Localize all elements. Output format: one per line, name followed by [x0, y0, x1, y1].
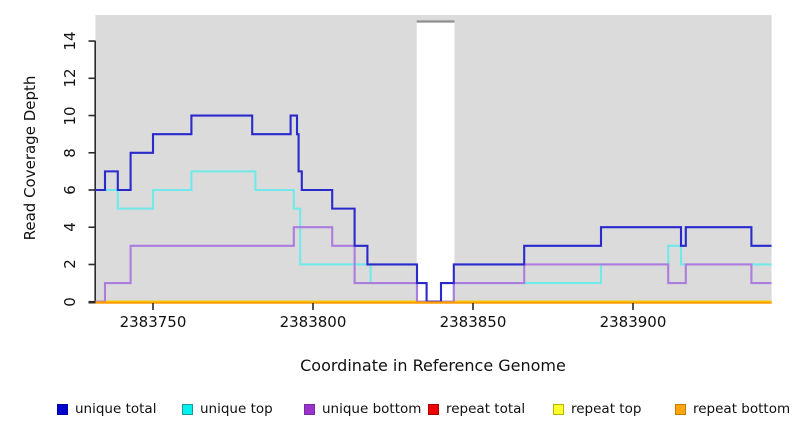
- legend-label: repeat total: [446, 401, 526, 417]
- y-tick-label: 0: [61, 296, 79, 307]
- y-tick-label: 14: [61, 31, 79, 51]
- legend-item-repeat-total: repeat total: [428, 401, 526, 417]
- legend-label: unique total: [75, 401, 157, 417]
- x-tick-label: 2383850: [439, 313, 507, 331]
- legend-item-unique-bottom: unique bottom: [304, 401, 422, 417]
- y-axis-title: Read Coverage Depth: [21, 75, 39, 241]
- series-line-unique-total: [95, 114, 772, 303]
- legend-item-repeat-bottom: repeat bottom: [675, 401, 791, 417]
- x-tick-label: 2383800: [279, 313, 347, 331]
- y-tick-label: 10: [61, 105, 79, 126]
- legend-swatch-icon: [57, 403, 68, 415]
- legend-label: repeat bottom: [693, 401, 791, 417]
- legend-item-unique-total: unique total: [57, 401, 157, 417]
- y-tick-label: 6: [61, 185, 79, 195]
- x-tick-label: 2383900: [599, 313, 667, 331]
- masked-region: [416, 21, 455, 302]
- y-tick-label: 4: [61, 222, 79, 232]
- legend-item-unique-top: unique top: [182, 401, 273, 417]
- x-tick-label: 2383750: [119, 313, 187, 331]
- legend-label: unique top: [200, 401, 273, 417]
- y-tick-label: 12: [61, 68, 79, 88]
- legend-swatch-icon: [553, 403, 564, 415]
- legend-swatch-icon: [428, 403, 439, 415]
- y-tick-label: 8: [61, 147, 79, 158]
- legend-swatch-icon: [304, 403, 315, 415]
- x-axis-title: Coordinate in Reference Genome: [300, 356, 566, 375]
- legend-swatch-icon: [182, 403, 193, 415]
- legend-label: repeat top: [571, 401, 642, 417]
- series-line-unique-bottom: [95, 226, 772, 303]
- legend-label: unique bottom: [322, 401, 422, 417]
- legend-swatch-icon: [675, 403, 686, 415]
- y-tick-label: 2: [61, 259, 79, 270]
- legend-item-repeat-top: repeat top: [553, 401, 642, 417]
